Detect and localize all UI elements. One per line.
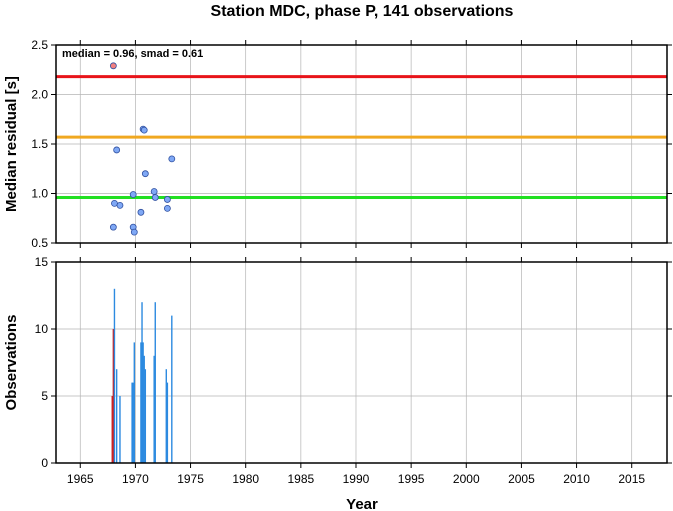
residual-y-tick-label: 1.0	[31, 187, 48, 201]
observation-bars	[111, 288, 173, 463]
residual-y-tick-label: 0.5	[31, 236, 48, 250]
residual-y-label: Median residual [s]	[3, 76, 20, 212]
residual-point-2	[111, 199, 118, 207]
x-tick-label: 2005	[508, 472, 535, 486]
x-tick-label: 2000	[453, 472, 480, 486]
x-tick-label: 1965	[67, 472, 94, 486]
observation-bar-13	[153, 355, 155, 463]
residual-point-16	[168, 155, 176, 163]
x-tick-label: 2015	[618, 472, 645, 486]
residual-y-tick-label: 2.5	[31, 38, 48, 52]
x-tick-label: 2010	[563, 472, 590, 486]
residual-point-0	[109, 62, 117, 70]
observation-bar-14	[154, 302, 156, 463]
observations-y-tick-label: 0	[41, 456, 48, 470]
residual-points	[109, 62, 176, 236]
x-tick-label: 1980	[232, 472, 259, 486]
observation-bar-10	[142, 342, 144, 463]
x-tick-label: 1985	[287, 472, 314, 486]
observation-bar-5	[131, 382, 133, 463]
residual-point-3	[113, 146, 121, 154]
observations-y-tick-label: 5	[41, 389, 48, 403]
observation-bar-15	[165, 369, 167, 463]
residual-point-11	[141, 170, 149, 178]
observation-bar-11	[143, 355, 145, 463]
observations-x-ticks: 1965 1970 1975 1980 1985 1990 1995 2000 2005 2010…	[67, 257, 645, 486]
observation-bar-7	[133, 342, 136, 463]
observations-frame	[55, 261, 668, 464]
observations-y-tick-label: 15	[35, 255, 49, 269]
residual-point-8	[137, 208, 145, 216]
observations-y-ticks: 0 5 10 15	[35, 255, 672, 470]
residual-point-7	[130, 228, 138, 236]
observation-bar-2	[113, 288, 116, 463]
observations-panel: 0 5 10 15 1965 1970 1975 1980 1985 1990 1995 2000 2…	[3, 255, 672, 486]
observation-bar-17	[171, 315, 173, 463]
residual-y-tick-label: 2.0	[31, 88, 48, 102]
x-tick-label: 1990	[343, 472, 370, 486]
observation-bar-4	[119, 396, 121, 463]
residual-y-ticks: 0.5 1.0 1.5 2.0 2.5	[31, 38, 672, 250]
residual-point-14	[163, 196, 171, 203]
residual-point-12	[150, 188, 158, 195]
residual-y-tick-label: 1.5	[31, 137, 48, 151]
median-annotation: median = 0.96, smad = 0.61	[62, 48, 203, 60]
observation-bar-8	[140, 342, 142, 463]
observation-bar-9	[141, 302, 143, 463]
observation-bar-0	[111, 396, 113, 463]
residual-point-13	[151, 194, 159, 201]
chart-title: Station MDC, phase P, 141 observations	[211, 3, 514, 20]
residual-frame	[55, 44, 668, 244]
residual-panel: 0.5 1.0 1.5 2.0 2.5 median = 0.96, smad = 0.…	[3, 38, 672, 250]
observation-bar-12	[144, 369, 147, 463]
x-axis-label: Year	[346, 496, 378, 511]
residual-point-15	[163, 204, 171, 212]
x-tick-label: 1970	[122, 472, 149, 486]
observations-grid	[56, 261, 667, 464]
residual-x-ticks	[79, 40, 633, 248]
observation-bar-16	[166, 382, 169, 463]
observations-y-tick-label: 10	[35, 322, 49, 336]
x-tick-label: 1995	[398, 472, 425, 486]
residual-grid	[56, 44, 667, 244]
observation-bar-3	[115, 369, 118, 463]
observation-bar-6	[132, 382, 134, 463]
observations-y-label: Observations	[3, 315, 20, 411]
residual-point-1	[109, 223, 117, 231]
residual-point-5	[129, 191, 137, 198]
residual-point-10	[140, 126, 148, 134]
x-tick-label: 1975	[177, 472, 204, 486]
observation-bar-1	[112, 329, 115, 463]
residual-point-4	[116, 201, 124, 209]
